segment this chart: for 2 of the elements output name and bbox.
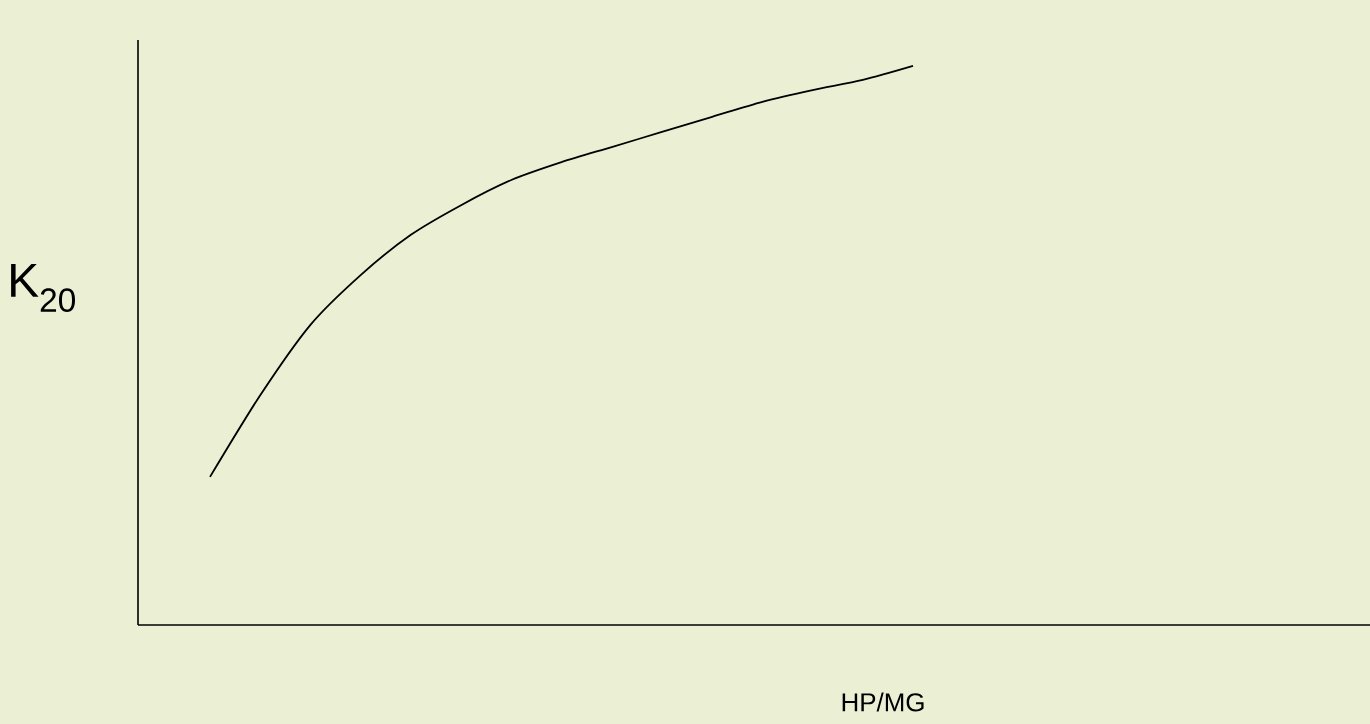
y-axis-title: K$_{20}$ bbox=[11, 263, 76, 313]
x-axis-title: HP/MG bbox=[842, 692, 924, 712]
